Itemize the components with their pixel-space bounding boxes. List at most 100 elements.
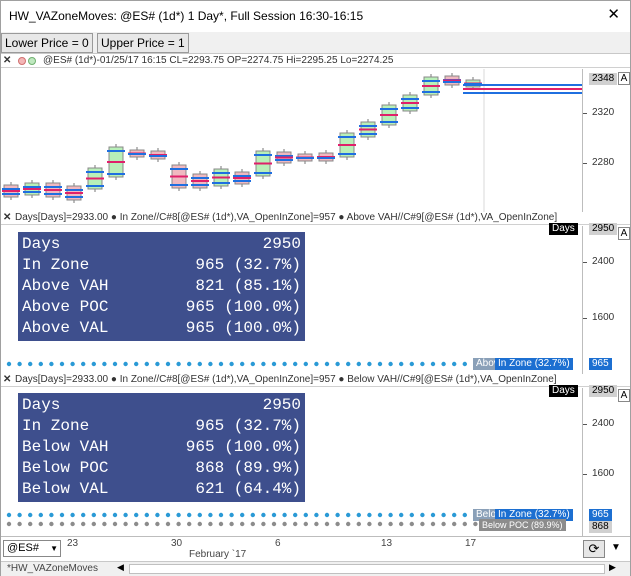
axis-tick: [583, 262, 587, 263]
stats-row: Below VAH 965 (100.0%): [22, 438, 301, 456]
date-label: 23: [67, 538, 79, 549]
signal-dot: [208, 361, 213, 367]
price-chart[interactable]: [1, 55, 582, 212]
price-pane[interactable]: ✕ @ES# (1d*)-01/25/17 16:15 CL=2293.75 O…: [1, 55, 630, 212]
date-label: 30: [171, 538, 183, 549]
signal-dot: [197, 521, 202, 527]
signal-dot: [165, 512, 171, 518]
signal-dot: [430, 521, 436, 527]
pane1-axis: Days 2950 2400 1600 965 A: [549, 223, 630, 374]
signal-dot: [59, 521, 65, 527]
signal-dot: [218, 512, 224, 518]
signal-dot: [123, 521, 128, 527]
signal-dot: [356, 361, 361, 367]
signal-dot: [282, 521, 287, 527]
pane2-tag-inzone: In Zone (32.7%): [495, 509, 573, 521]
signal-dot: [303, 512, 308, 518]
signal-dot: [409, 521, 414, 527]
status-bar: *HW_VAZoneMoves ◀ ▶: [1, 561, 630, 576]
signal-dot: [70, 521, 75, 527]
stats-row: Above VAH 821 (85.1%): [22, 277, 301, 295]
signal-dot: [420, 521, 425, 527]
signal-dot: [17, 361, 22, 367]
axis-label: 2320: [592, 107, 615, 118]
stats-row: Below POC 868 (89.9%): [22, 459, 301, 477]
signal-dot: [28, 521, 33, 527]
signal-dot: [59, 361, 65, 367]
signal-dot: [409, 361, 414, 367]
signal-dot: [462, 521, 467, 527]
signal-dot: [49, 361, 54, 367]
axis-a-button[interactable]: A: [618, 389, 630, 402]
signal-dot: [271, 361, 277, 367]
signal-dot: [388, 521, 393, 527]
signal-dot: [49, 521, 54, 527]
axis-a-button[interactable]: A: [618, 72, 630, 85]
date-label: 6: [275, 538, 281, 549]
axis-label: 2280: [592, 157, 615, 168]
signal-dot: [293, 521, 298, 527]
stats-row: In Zone 965 (32.7%): [22, 417, 301, 435]
chevron-down-icon[interactable]: ▼: [611, 542, 621, 553]
pane1-tag-inzone: In Zone (32.7%): [495, 358, 573, 370]
axis-tick: [583, 474, 587, 475]
signal-dot: [38, 361, 43, 367]
signal-dot: [399, 512, 404, 518]
close-pane-icon[interactable]: ✕: [3, 374, 12, 385]
axis-tick: [583, 424, 587, 425]
signal-dot: [102, 521, 107, 527]
price-pane-header-text: @ES# (1d*)-01/25/17 16:15 CL=2293.75 OP=…: [43, 55, 394, 66]
axis-label: 1600: [592, 468, 615, 479]
signal-dot: [134, 521, 139, 527]
signal-dot: [112, 521, 118, 527]
signal-dot: [452, 361, 457, 367]
signal-dot: [91, 512, 97, 518]
date-label: 13: [381, 538, 393, 549]
signal-dot: [165, 361, 171, 367]
signal-dot: [6, 361, 12, 367]
close-pane-icon[interactable]: ✕: [3, 55, 12, 66]
signal-dot: [420, 361, 425, 367]
signal-dot: [229, 512, 234, 518]
stats-row: Days 2950: [22, 396, 301, 414]
axis-a-button[interactable]: A: [618, 227, 630, 240]
signal-dot: [28, 512, 33, 518]
upper-price-button[interactable]: Upper Price = 1: [97, 33, 189, 53]
signal-dot: [282, 361, 287, 367]
refresh-icon[interactable]: ⟳: [583, 540, 605, 558]
signal-dot: [314, 361, 319, 367]
close-pane-icon[interactable]: ✕: [3, 212, 12, 223]
stats-row: In Zone 965 (32.7%): [22, 256, 301, 274]
axis-label: 2400: [592, 418, 615, 429]
signal-dot: [229, 521, 234, 527]
indicator-pane-above[interactable]: ✕ Days[Days]=2933.00 ● In Zone//C#8[@ES#…: [1, 212, 630, 374]
signal-dot: [6, 512, 12, 518]
axis-tick: [583, 113, 587, 114]
lower-price-button[interactable]: Lower Price = 0: [1, 33, 93, 53]
close-icon[interactable]: ✕: [607, 6, 620, 23]
workspace-tab[interactable]: *HW_VAZoneMoves: [7, 563, 98, 574]
symbol-selector[interactable]: @ES# ▼: [3, 540, 61, 557]
scroll-left-icon[interactable]: ◀: [117, 562, 124, 572]
signal-dot: [59, 512, 65, 518]
indicator-pane-below[interactable]: ✕ Days[Days]=2933.00 ● In Zone//C#8[@ES#…: [1, 374, 630, 536]
scroll-right-icon[interactable]: ▶: [609, 562, 616, 572]
signal-dot: [303, 521, 308, 527]
signal-dot: [399, 361, 404, 367]
horizontal-scrollbar[interactable]: [129, 564, 605, 574]
signal-dot: [155, 512, 160, 518]
stats-row: Above POC 965 (100.0%): [22, 298, 301, 316]
signal-dot: [134, 361, 139, 367]
pane1-corner-label: Days: [549, 223, 578, 235]
signal-dot: [187, 512, 192, 518]
signal-dot: [420, 512, 425, 518]
price-axis: 2320 2280 2348 A: [582, 69, 630, 212]
signal-dot: [452, 521, 457, 527]
signal-dot: [81, 361, 86, 367]
window-title: HW_VAZoneMoves: @ES# (1d*) 1 Day*, Full …: [9, 9, 364, 23]
signal-dot: [441, 521, 446, 527]
signal-dot: [324, 361, 330, 367]
date-axis: @ES# ▼ 23 30 6 13 17 February `17 ⟳ ▼: [1, 536, 630, 560]
pane2-stats-box: Days 2950 In Zone 965 (32.7%) Below VAH 965…: [18, 393, 305, 502]
chevron-down-icon[interactable]: ▼: [50, 544, 58, 553]
